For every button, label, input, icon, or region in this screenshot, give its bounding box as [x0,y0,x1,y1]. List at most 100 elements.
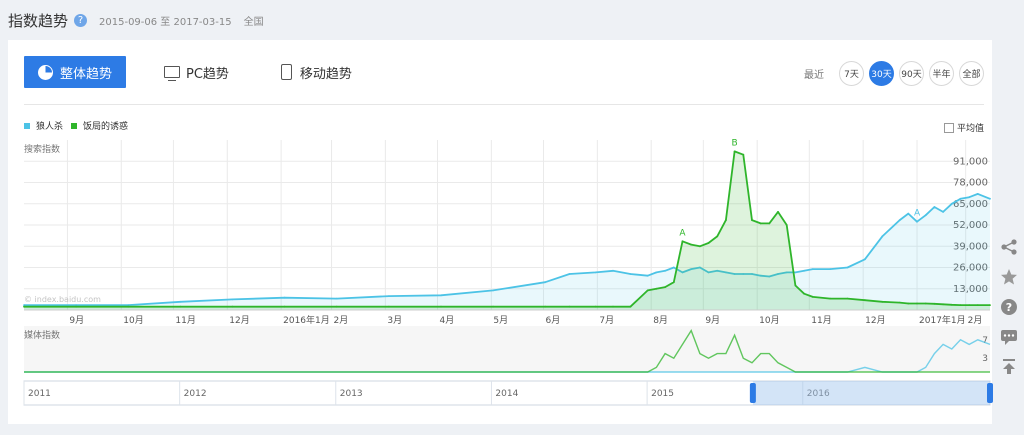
side-toolbar: ? [994,232,1024,382]
data-point [976,193,979,195]
data-point [544,281,547,284]
overview-year-label: 2016 [807,389,830,399]
data-point [829,297,832,300]
data-point [907,302,910,305]
svg-text:?: ? [1006,301,1012,314]
checkbox[interactable] [943,122,954,133]
data-point [335,297,338,300]
tab-mobile-trend[interactable]: 移动趋势 [280,56,352,88]
data-point [989,197,991,200]
overview-year-label: 2015 [651,389,674,399]
data-point [690,268,693,270]
x-tick-label: 12月 [865,315,885,326]
data-point [23,304,25,306]
y-tick-label: 13,000 [953,284,988,295]
x-tick-label: 7月 [599,315,614,326]
data-point [699,266,701,269]
period-7-days-button[interactable]: 7天 [839,61,864,86]
data-point [881,300,884,303]
star-icon[interactable] [994,262,1024,292]
data-point [655,287,658,290]
data-point [768,275,771,278]
tab-pc-trend[interactable]: PC趋势 [164,56,229,88]
x-tick-label: 10月 [759,315,779,326]
media-axis-label: 媒体指数 [24,329,60,341]
x-tick-label: 11月 [811,315,831,326]
page-title: 指数趋势 [8,11,69,30]
data-point [968,304,971,306]
data-point [716,235,719,238]
overview-selection [752,381,990,405]
overview-left-handle [749,383,756,403]
data-point [759,222,762,225]
data-point [707,242,710,244]
period-all-button[interactable]: 全部 [959,61,984,86]
data-point [916,220,918,223]
region-label: 全国 [243,16,264,28]
data-point [846,266,849,269]
data-point [672,266,675,269]
annotation-label: A [679,228,686,238]
data-point [664,269,666,272]
data-point [672,281,675,284]
divider [24,104,984,105]
data-point [707,271,710,274]
data-point [725,219,727,222]
x-tick-label: 10月 [123,315,143,326]
monitor-icon [164,66,180,81]
annotation-label: B [732,138,738,148]
x-tick-label: 2月 [334,315,349,326]
x-tick-label: 3月 [387,315,402,326]
data-point [690,243,693,246]
y-tick-label: 52,000 [953,220,988,231]
data-point [924,214,927,217]
data-point [959,304,962,306]
legend-swatch [24,122,30,129]
average-toggle[interactable]: 平均值 [943,121,984,134]
y-tick-label: 78,000 [953,178,988,189]
data-point [594,305,597,308]
data-point [742,273,745,275]
y-tick-label: 65,000 [953,199,988,210]
data-point [231,305,234,308]
data-point [283,296,286,299]
data-point [725,271,727,274]
data-point [75,304,77,306]
data-point [23,305,25,308]
data-point [716,269,719,272]
data-point [881,235,884,238]
period-label: 最近 [804,70,824,81]
data-point [933,302,936,305]
question-icon[interactable]: ? [74,13,88,27]
data-point [751,273,753,275]
x-tick-label: 11月 [175,315,195,326]
share-icon[interactable] [994,232,1024,262]
data-point [440,305,442,308]
data-point [664,286,666,288]
data-point [794,271,797,274]
tab-overall-trend[interactable]: 整体趋势 [24,56,126,88]
data-point [629,305,632,308]
data-point [777,211,779,213]
data-point [811,268,814,270]
legend-item-series1[interactable]: 狼人杀 [24,119,63,132]
data-point [733,273,736,275]
data-point [846,297,849,300]
period-half-year-button[interactable]: 半年 [929,61,954,86]
period-30-days-button[interactable]: 30天 [869,61,894,86]
page-header: 指数趋势 ? 2015-09-06 至 2017-03-15 全国 [8,8,264,32]
overview-year-label: 2011 [28,389,51,399]
data-point [655,271,658,274]
data-point [388,305,390,308]
period-90-days-button[interactable]: 90天 [899,61,924,86]
comment-icon[interactable] [994,322,1024,352]
legend-label: 饭局的诱惑 [83,122,129,132]
back-to-top-icon[interactable] [994,352,1024,382]
data-point [968,196,971,199]
legend-item-series2[interactable]: 饭局的诱惑 [71,119,128,132]
help-icon[interactable]: ? [994,292,1024,322]
data-point [127,304,130,306]
data-point [544,305,547,308]
legend-swatch [71,122,78,129]
